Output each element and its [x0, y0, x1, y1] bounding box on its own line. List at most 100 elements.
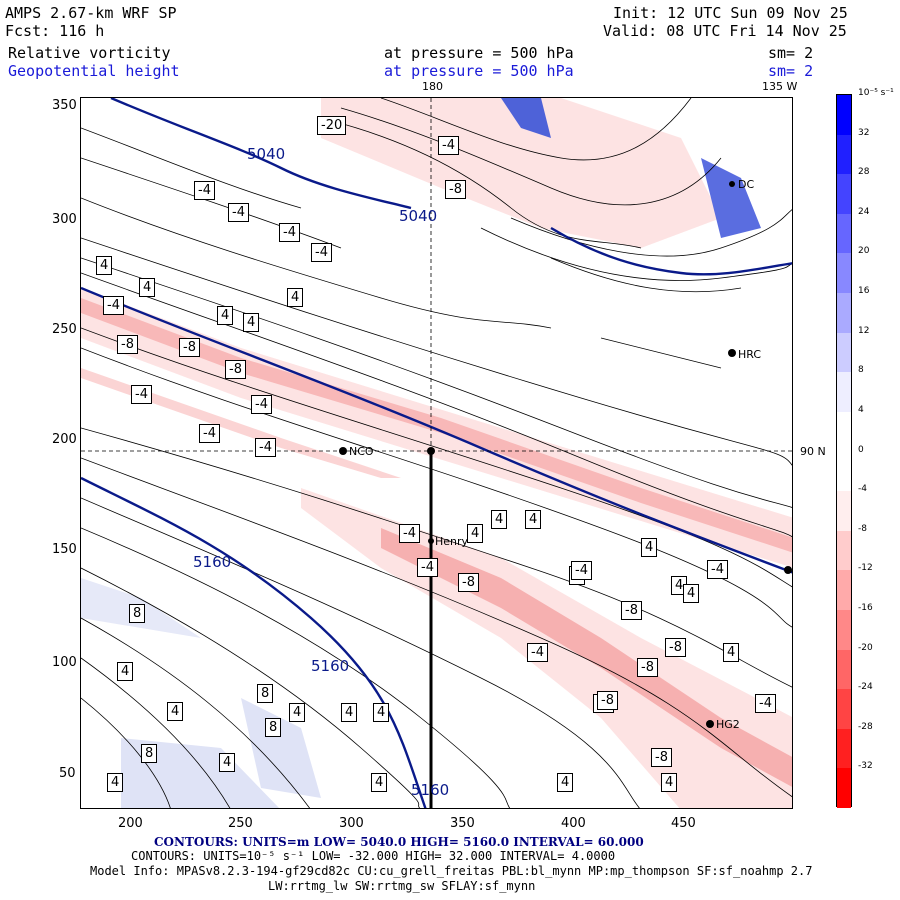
- vorticity-contour-label: -4: [131, 385, 152, 404]
- height-label: 5160: [411, 781, 450, 799]
- height-label: 5160: [193, 553, 232, 571]
- station-dot-dc: [729, 181, 735, 187]
- vorticity-contour-label: 4: [139, 278, 156, 297]
- vorticity-contour-label: 4: [525, 510, 542, 529]
- vorticity-contour-label: 4: [217, 306, 234, 325]
- field2-level: at pressure = 500 hPa: [384, 62, 574, 80]
- lon-label-180: 180: [422, 80, 443, 93]
- vorticity-contour-label: 4: [96, 256, 113, 275]
- model-info-2: LW:rrtmg_lw SW:rrtmg_sw SFLAY:sf_mynn: [268, 879, 536, 893]
- colorbar-level-label: -8: [858, 523, 867, 534]
- y-tick-label: 200: [52, 432, 77, 447]
- vorticity-contour-label: 8: [257, 684, 274, 703]
- colorbar-level-label: -4: [858, 484, 867, 495]
- model-title: AMPS 2.67-km WRF SP: [5, 4, 177, 22]
- station-label-hg2: HG2: [716, 718, 740, 731]
- station-label-nco: NCO: [349, 445, 374, 458]
- station-label-dc: DC: [738, 178, 755, 191]
- field2-name: Geopotential height: [8, 62, 180, 80]
- vorticity-contour-label: -8: [651, 748, 672, 767]
- x-tick-label: 350: [450, 816, 475, 831]
- colorbar-level-label: 8: [858, 365, 864, 376]
- x-tick-label: 200: [118, 816, 143, 831]
- colorbar-level-label: -12: [858, 563, 873, 574]
- vorticity-contour-label: 4: [683, 584, 700, 603]
- vorticity-contour-label: 4: [373, 703, 390, 722]
- colorbar-level-label: 12: [858, 325, 870, 336]
- colorbar-level-label: -24: [858, 682, 873, 693]
- colorbar-segment: [837, 174, 851, 215]
- vorticity-contour-label: 4: [167, 702, 184, 721]
- colorbar-segment: [837, 689, 851, 730]
- x-tick-label: 250: [228, 816, 253, 831]
- colorbar-segment: [837, 372, 851, 413]
- colorbar-level-label: 0: [858, 444, 864, 455]
- colorbar-level-label: 20: [858, 246, 870, 257]
- height-label: 5040: [247, 145, 286, 163]
- vorticity-contour-label: -4: [255, 438, 276, 457]
- colorbar-segment: [837, 134, 851, 175]
- colorbar-segment: [837, 570, 851, 611]
- vorticity-contour-label: -4: [399, 524, 420, 543]
- height-label: 5040: [399, 207, 438, 225]
- colorbar-segment: [837, 332, 851, 373]
- vorticity-contour-label: -8: [621, 601, 642, 620]
- station-dot-edge: [784, 566, 792, 574]
- colorbar-level-label: -20: [858, 642, 873, 653]
- vorticity-contour-label: -4: [755, 694, 776, 713]
- lat-label-90n: 90 N: [800, 445, 826, 458]
- station-dot-hg2: [706, 720, 714, 728]
- vorticity-contour-label: 8: [141, 744, 158, 763]
- vorticity-contour-label: -4: [527, 643, 548, 662]
- vorticity-contour-label: 4: [219, 753, 236, 772]
- colorbar-segment: [837, 768, 851, 809]
- field1-smoothing: sm= 2: [768, 44, 814, 62]
- valid-time: Valid: 08 UTC Fri 14 Nov 25: [603, 22, 847, 40]
- colorbar-segment: [837, 253, 851, 294]
- negative-vorticity-shading: [81, 98, 792, 808]
- field2-smoothing: sm= 2: [768, 62, 814, 80]
- colorbar-segment: [837, 293, 851, 334]
- vorticity-contour-label: 4: [341, 703, 358, 722]
- colorbar-segment: [837, 213, 851, 254]
- y-tick-label: 150: [52, 542, 77, 557]
- y-tick-label: 250: [52, 322, 77, 337]
- vorticity-contour-label: 4: [107, 773, 124, 792]
- contours-line-2: CONTOURS: UNITS=10⁻⁵ s⁻¹ LOW= -32.000 HI…: [131, 849, 616, 863]
- colorbar: [836, 94, 852, 809]
- vorticity-contour-label: -20: [317, 116, 347, 135]
- y-tick-label: 100: [52, 655, 77, 670]
- colorbar-unit: 10⁻⁵ s⁻¹: [858, 88, 894, 98]
- vorticity-contour-label: 4: [641, 538, 658, 557]
- vorticity-contour-label: -8: [445, 180, 466, 199]
- vorticity-contour-label: 4: [661, 773, 678, 792]
- y-tick-label: 300: [52, 212, 77, 227]
- colorbar-segment: [837, 530, 851, 571]
- vorticity-contour-label: -4: [194, 181, 215, 200]
- model-info: Model Info: MPASv8.2.3-194-gf29cd82c CU:…: [90, 864, 813, 878]
- vorticity-contour-label: 4: [371, 773, 388, 792]
- reference-lines: [81, 98, 792, 452]
- colorbar-segment: [837, 649, 851, 690]
- vorticity-contour-label: -4: [228, 203, 249, 222]
- colorbar-level-label: 32: [858, 127, 870, 138]
- vorticity-contour-label: 4: [289, 703, 306, 722]
- vorticity-contour-label: 4: [287, 288, 304, 307]
- station-dot-nco: [339, 447, 347, 455]
- station-dot-pole: [427, 447, 435, 455]
- colorbar-level-label: 28: [858, 167, 870, 178]
- colorbar-level-label: -32: [858, 761, 873, 772]
- vorticity-contour-label: 4: [557, 773, 574, 792]
- vorticity-contour-label: 4: [491, 510, 508, 529]
- contours-line-1: CONTOURS: UNITS=m LOW= 5040.0 HIGH= 5160…: [154, 835, 644, 849]
- x-tick-label: 400: [561, 816, 586, 831]
- colorbar-level-label: 24: [858, 206, 870, 217]
- vorticity-contour-label: 8: [265, 718, 282, 737]
- vorticity-contour-label: -8: [458, 573, 479, 592]
- map-plot-area[interactable]: NCO Henry HRC HG2 DC 5040 5040 5160 5160…: [80, 97, 793, 809]
- colorbar-segment: [837, 728, 851, 769]
- forecast-hour: Fcst: 116 h: [5, 22, 105, 40]
- vorticity-contour-label: -8: [225, 360, 246, 379]
- colorbar-level-label: 16: [858, 286, 870, 297]
- vorticity-contour-label: -4: [571, 561, 592, 580]
